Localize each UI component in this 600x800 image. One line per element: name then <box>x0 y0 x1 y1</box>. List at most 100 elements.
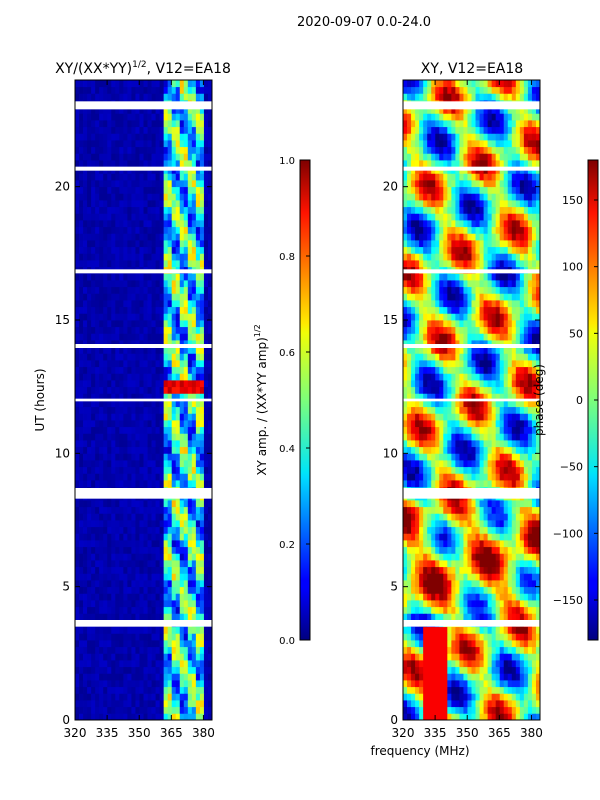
heatmap-cell <box>443 700 448 708</box>
heatmap-cell <box>107 646 112 654</box>
heatmap-cell <box>143 93 148 101</box>
heatmap-cell <box>135 686 140 694</box>
heatmap-cell <box>495 626 501 634</box>
heatmap-cell <box>411 693 416 701</box>
heatmap-cell <box>479 526 484 534</box>
heatmap-cell <box>143 540 148 548</box>
heatmap-cell <box>471 393 476 401</box>
heatmap-cell <box>107 366 112 374</box>
heatmap-cell <box>479 433 484 441</box>
heatmap-cell <box>87 333 92 341</box>
heatmap-cell <box>139 500 144 508</box>
heatmap-cell <box>99 226 104 234</box>
heatmap-cell <box>535 460 540 468</box>
heatmap-cell <box>459 513 464 521</box>
heatmap-cell <box>111 400 116 408</box>
heatmap-cell <box>499 580 505 588</box>
heatmap-cell <box>467 700 472 708</box>
heatmap-cell <box>103 153 108 161</box>
heatmap-cell <box>103 366 108 374</box>
heatmap-cell <box>479 626 484 634</box>
heatmap-cell <box>127 433 132 441</box>
heatmap-cell <box>199 473 205 481</box>
heatmap-cell <box>191 460 197 468</box>
heatmap-cell <box>487 540 493 548</box>
heatmap-cell <box>403 566 408 574</box>
heatmap-cell <box>99 606 104 614</box>
heatmap-cell <box>171 586 177 594</box>
heatmap-cell <box>175 633 181 641</box>
heatmap-cell <box>499 633 505 641</box>
heatmap-cell <box>91 220 96 228</box>
heatmap-cell <box>203 206 209 214</box>
heatmap-cell <box>451 520 456 528</box>
heatmap-cell <box>135 226 140 234</box>
heatmap-cell <box>515 613 521 621</box>
heatmap-cell <box>99 660 104 668</box>
heatmap-cell <box>179 153 185 161</box>
heatmap-cell <box>83 206 88 214</box>
heatmap-cell <box>127 426 132 434</box>
heatmap-cell <box>119 606 124 614</box>
heatmap-cell <box>79 446 84 454</box>
heatmap-cell <box>147 246 152 254</box>
heatmap-cell <box>75 286 80 294</box>
heatmap-cell <box>83 200 88 208</box>
heatmap-cell <box>131 446 136 454</box>
heatmap-cell <box>87 200 92 208</box>
heatmap-cell <box>103 86 108 94</box>
heatmap-cell <box>95 706 100 714</box>
heatmap-cell <box>95 593 100 601</box>
heatmap-cell <box>155 666 161 674</box>
heatmap-cell <box>443 586 448 594</box>
heatmap-cell <box>527 506 533 514</box>
heatmap-cell <box>511 420 517 428</box>
heatmap-cell <box>407 440 412 448</box>
heatmap-cell <box>499 573 505 581</box>
heatmap-cell <box>207 580 212 588</box>
heatmap-cell <box>111 406 116 414</box>
heatmap-cell <box>167 293 173 301</box>
heatmap-cell <box>75 173 80 181</box>
heatmap-cell <box>135 433 140 441</box>
heatmap-cell <box>107 420 112 428</box>
heatmap-cell <box>487 653 493 661</box>
heatmap-cell <box>191 373 197 381</box>
heatmap-cell <box>467 566 472 574</box>
heatmap-cell <box>475 433 480 441</box>
heatmap-cell <box>179 480 185 488</box>
heatmap-cell <box>179 560 185 568</box>
heatmap-cell <box>463 693 468 701</box>
heatmap-cell <box>175 260 181 268</box>
heatmap-cell <box>83 120 88 128</box>
heatmap-cell <box>151 113 156 121</box>
heatmap-cell <box>203 346 209 354</box>
heatmap-cell <box>419 573 424 581</box>
heatmap-cell <box>139 673 144 681</box>
heatmap-cell <box>427 580 432 588</box>
heatmap-cell <box>411 700 416 708</box>
heatmap-cell <box>75 526 80 534</box>
heatmap-cell <box>75 366 80 374</box>
heatmap-cell <box>87 626 92 634</box>
heatmap-cell <box>119 360 124 368</box>
heatmap-cell <box>111 440 116 448</box>
heatmap-cell <box>431 600 436 608</box>
heatmap-cell <box>491 680 497 688</box>
heatmap-cell <box>163 526 169 534</box>
heatmap-cell <box>495 453 501 461</box>
heatmap-cell <box>499 460 505 468</box>
heatmap-cell <box>187 273 193 281</box>
heatmap-cell <box>479 420 484 428</box>
y-tick-label: 0 <box>62 713 70 727</box>
heatmap-cell <box>459 660 464 668</box>
heatmap-cell <box>419 586 424 594</box>
heatmap-cell <box>95 693 100 701</box>
heatmap-cell <box>175 153 181 161</box>
heatmap-cell <box>207 206 212 214</box>
heatmap-cell <box>91 426 96 434</box>
heatmap-cell <box>75 713 80 720</box>
heatmap-cell <box>187 580 193 588</box>
heatmap-cell <box>447 540 452 548</box>
heatmap-cell <box>451 660 456 668</box>
